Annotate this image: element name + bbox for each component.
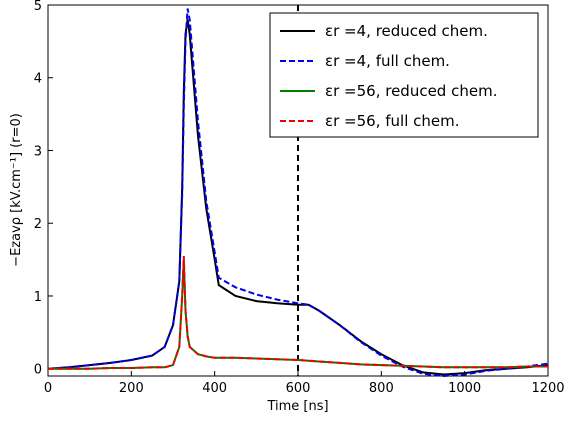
x-tick-label: 600 (286, 381, 311, 396)
series-line (47, 19, 549, 376)
y-axis-label: −Ezavρ [kV.cm⁻¹] (r=0) (9, 113, 24, 267)
y-tick-label: 0 (34, 363, 42, 378)
legend-label: εr =4, reduced chem. (325, 22, 488, 40)
x-tick-label: 800 (369, 381, 394, 396)
legend-label: εr =4, full chem. (325, 52, 450, 70)
x-axis-label: Time [ns] (266, 399, 328, 414)
series-line (48, 255, 548, 370)
y-tick-label: 2 (34, 217, 42, 232)
x-tick-label: 200 (119, 381, 144, 396)
legend-label: εr =56, reduced chem. (325, 82, 497, 100)
y-tick-label: 1 (34, 290, 42, 305)
y-tick-label: 4 (34, 72, 42, 87)
legend-label: εr =56, full chem. (325, 112, 460, 130)
x-tick-label: 0 (44, 381, 52, 396)
x-tick-label: 400 (202, 381, 227, 396)
legend-box (269, 12, 539, 138)
y-tick-label: 5 (34, 0, 42, 14)
x-tick-label: 1200 (531, 381, 564, 396)
series-line (47, 8, 549, 378)
x-tick-label: 1000 (448, 381, 481, 396)
y-tick-label: 3 (34, 144, 42, 159)
